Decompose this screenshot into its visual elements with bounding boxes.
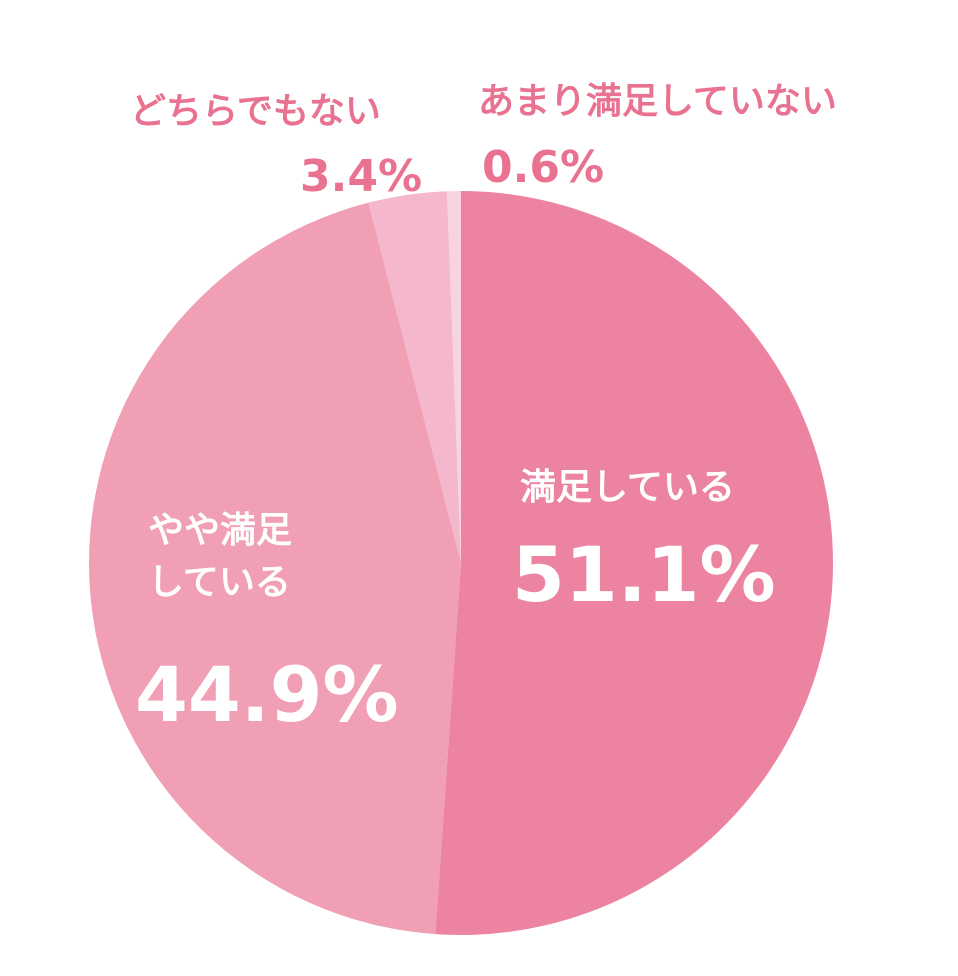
slice-label: どちらでもない [130, 91, 381, 132]
slice-label: 満足している [520, 467, 735, 508]
pie-slice [368, 191, 461, 563]
value-label: 44.9% [135, 650, 399, 739]
pie-slice [446, 191, 461, 563]
slice-label: やや満足している [148, 510, 293, 604]
pie-slice [89, 202, 461, 935]
pie-slice [435, 191, 834, 935]
value-label: 51.1% [512, 530, 776, 619]
value-label: 0.6% [482, 142, 605, 193]
value-label: 3.4% [300, 151, 423, 202]
slice-label: あまり満足していない [478, 81, 837, 122]
